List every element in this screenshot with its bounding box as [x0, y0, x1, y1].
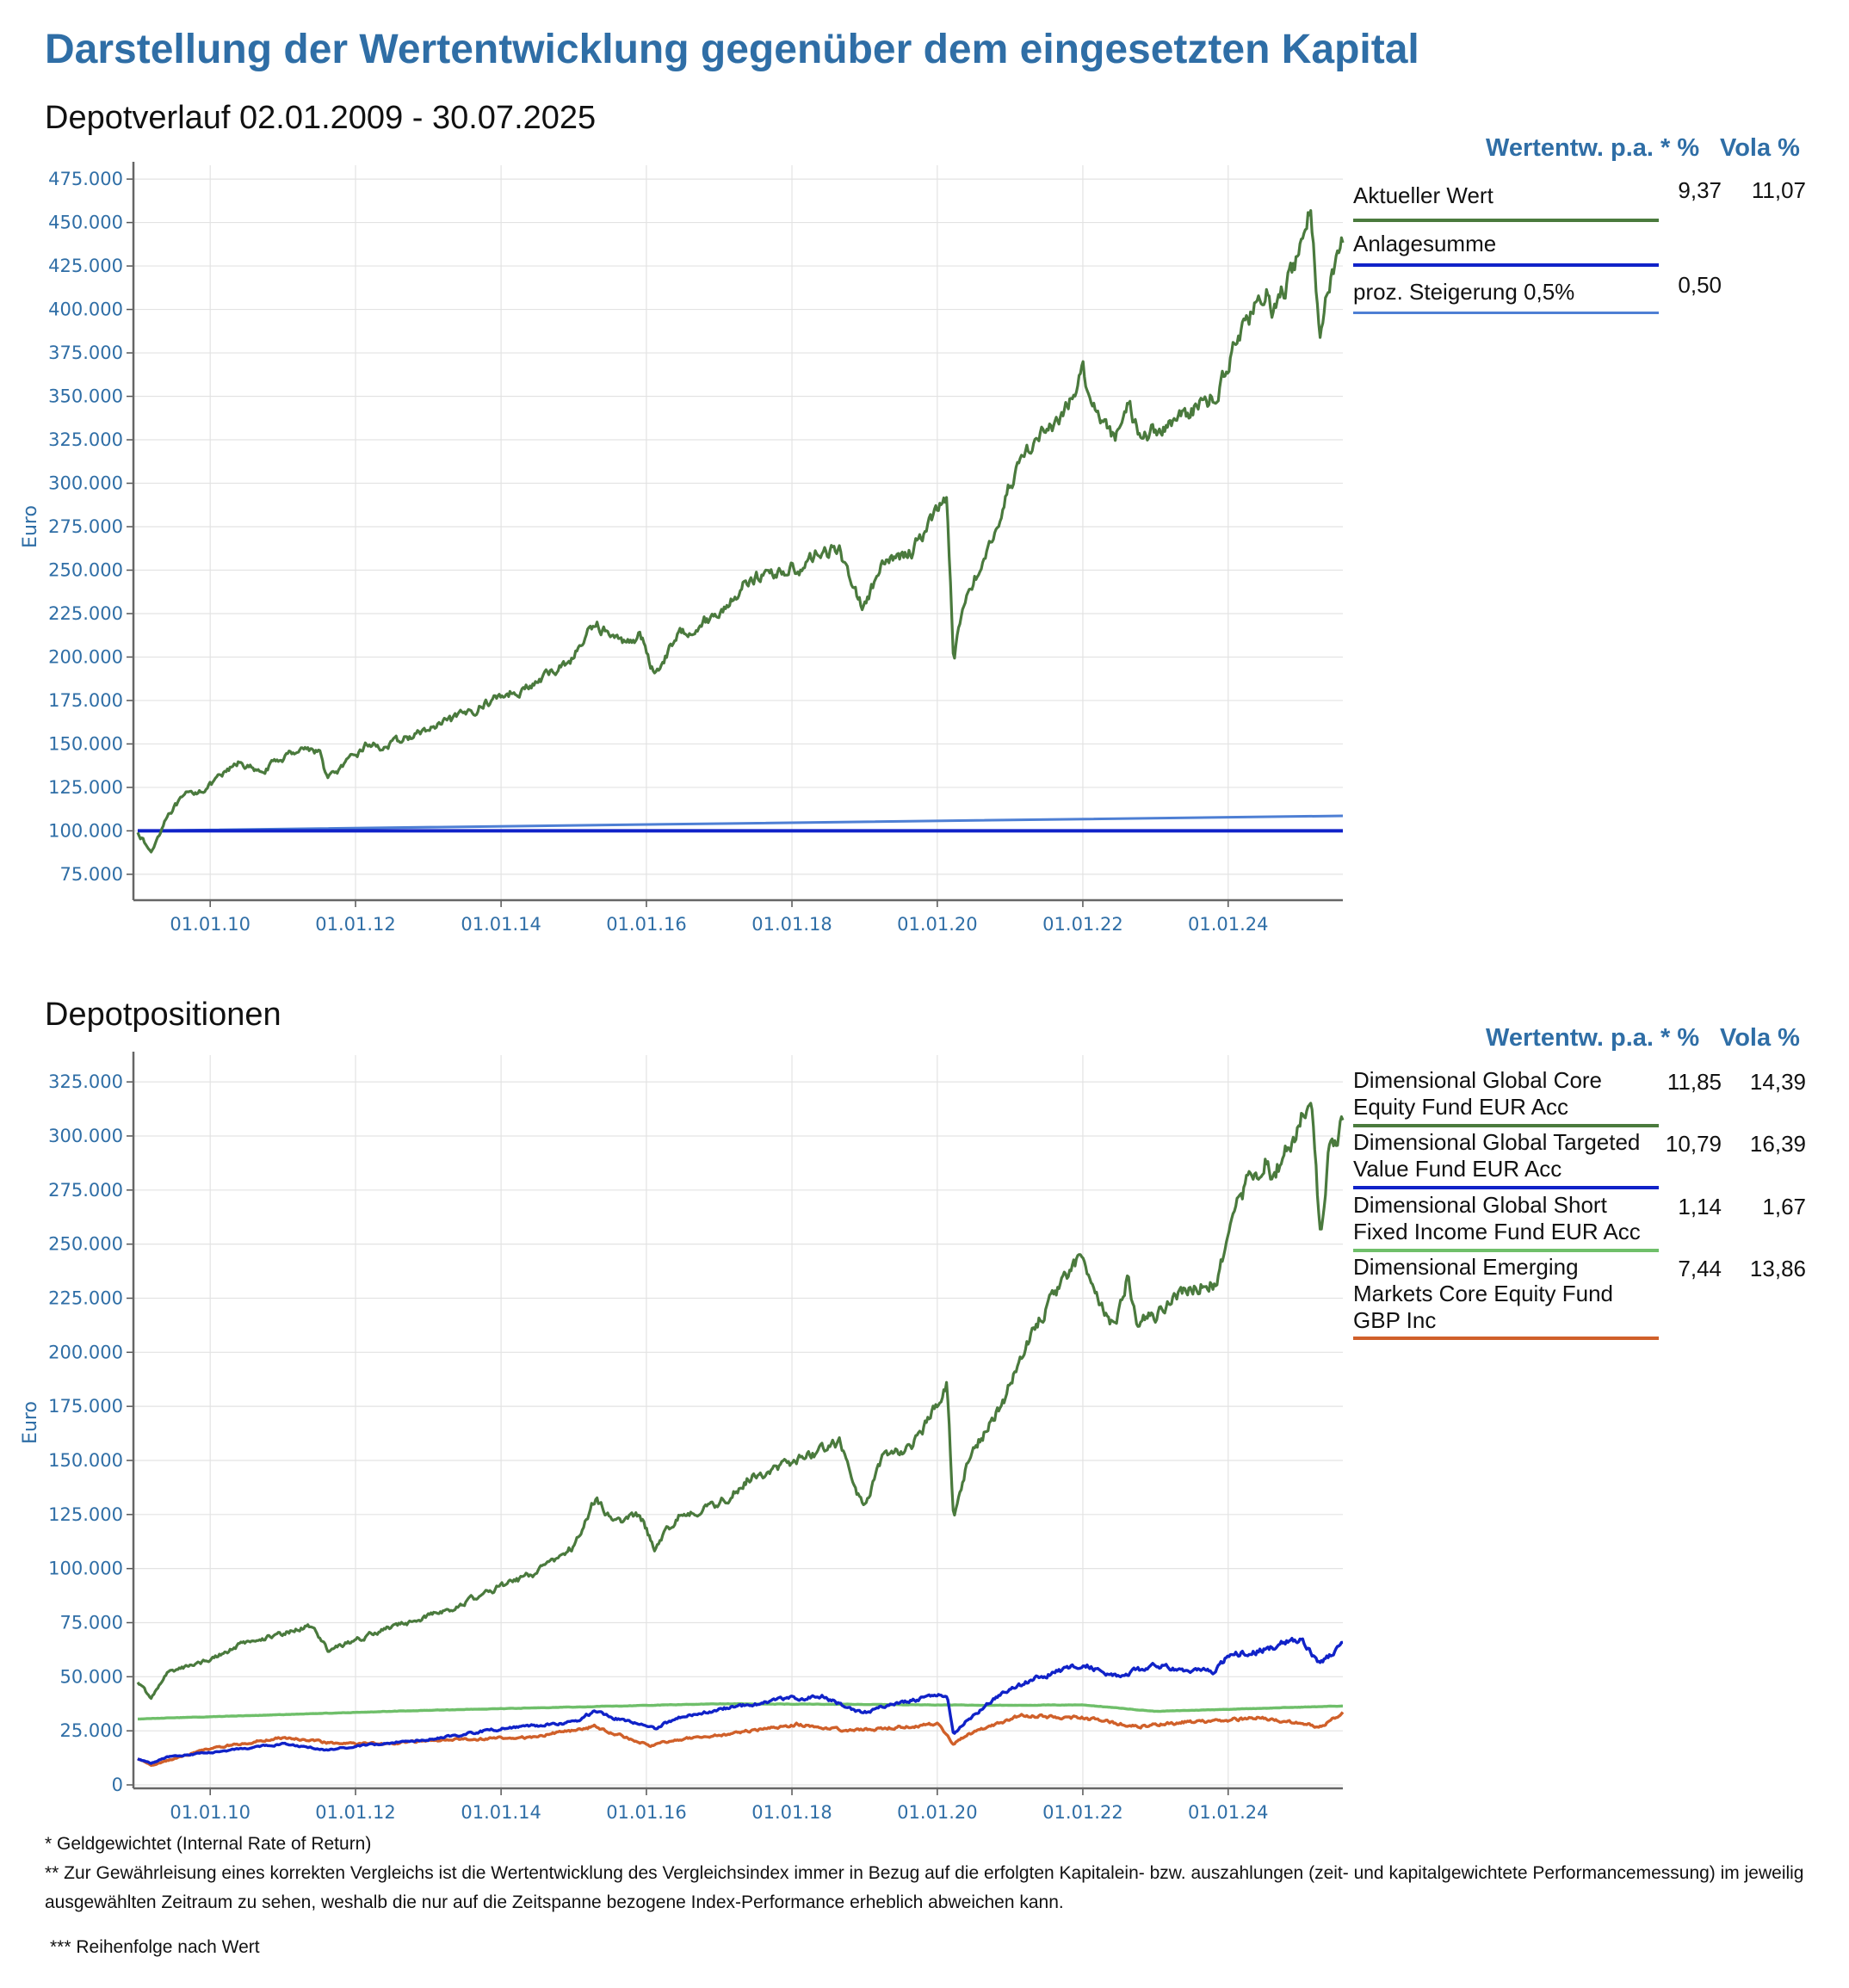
footnote-comparison: ** Zur Gewährleisung eines korrekten Ver… [45, 1863, 1804, 1912]
legend-item-perf: 0,50 [1678, 272, 1722, 298]
legend-item-label: proz. Steigerung 0,5% [1353, 279, 1575, 305]
chart2-tick-label-x: 01.01.18 [751, 1802, 832, 1823]
chart2-tick-label-x: 01.01.16 [606, 1802, 687, 1823]
legend-item-vola: 11,07 [1751, 177, 1806, 203]
legend-item-line [1353, 312, 1659, 314]
chart2-tick-label-y: 175.000 [48, 1396, 123, 1417]
legend-item-line [1353, 219, 1659, 222]
chart1-y-axis-label: Euro [20, 505, 41, 548]
legend-header-perf: Wertentw. p.a. * % [1486, 1024, 1700, 1052]
chart2-series-line-0 [136, 1102, 1345, 1701]
chart1-tick-label-y: 425.000 [48, 256, 123, 276]
legend-item-global-core-equity[interactable]: Dimensional Global Core Equity Fund EUR … [1351, 1067, 1808, 1129]
chart1-tick-label-x: 01.01.18 [751, 914, 832, 935]
chart1-tick-label-y: 325.000 [48, 429, 123, 450]
chart2-tick-label-y: 275.000 [48, 1180, 123, 1201]
chart1-tick-label-y: 450.000 [48, 213, 123, 233]
legend-item-perf: 9,37 [1678, 177, 1722, 203]
chart2-tick-label-y: 150.000 [48, 1450, 123, 1471]
legend-item-emerging-markets[interactable]: Dimensional Emerging Markets Core Equity… [1351, 1254, 1808, 1342]
legend-item-vola: 14,39 [1749, 1069, 1806, 1095]
chart1-tick-label-y: 275.000 [48, 516, 123, 537]
chart2-tick-label-x: 01.01.14 [461, 1802, 541, 1823]
legend-item-line [1353, 1186, 1659, 1189]
legend-item-line [1353, 1337, 1659, 1340]
legend-item-vola: 16,39 [1749, 1131, 1806, 1157]
legend-item-label: Anlagesumme [1353, 231, 1497, 256]
chart1-tick-label-y: 375.000 [48, 343, 123, 363]
chart2-tick-label-y: 75.000 [60, 1612, 123, 1633]
chart1-subtitle: Depotverlauf 02.01.2009 - 30.07.2025 [45, 100, 597, 136]
chart1-tick-label-y: 250.000 [48, 559, 123, 580]
legend-header-perf: Wertentw. p.a. * % [1486, 134, 1700, 162]
chart2-tick-label-y: 25.000 [60, 1720, 123, 1741]
legend-item-label: Dimensional Global Core Equity Fund EUR … [1353, 1067, 1603, 1120]
chart2-tick-label-x: 01.01.20 [897, 1802, 978, 1823]
chart1-tick-label-y: 350.000 [48, 386, 123, 407]
legend-item-label: Dimensional Global Targeted Value Fund E… [1353, 1129, 1641, 1182]
legend-item-perf: 7,44 [1678, 1256, 1722, 1281]
chart2-tick-label-y: 50.000 [60, 1666, 123, 1687]
chart2-series-line-1 [137, 1637, 1344, 1765]
footnote-order: *** Reihenfolge nach Wert [50, 1937, 260, 1957]
legend-header-vola: Vola % [1720, 134, 1800, 162]
chart1-tick-label-x: 01.01.14 [461, 914, 541, 935]
chart1-tick-label-y: 400.000 [48, 299, 123, 320]
legend-item-perf: 11,85 [1667, 1069, 1722, 1095]
chart1-tick-label-y: 225.000 [48, 603, 123, 624]
legend-item-global-targeted-value[interactable]: Dimensional Global Targeted Value Fund E… [1351, 1129, 1808, 1191]
chart1-tick-label-y: 150.000 [48, 733, 123, 754]
chart2-tick-label-x: 01.01.24 [1188, 1802, 1269, 1823]
chart1-tick-label-x: 01.01.22 [1042, 914, 1123, 935]
chart1-tick-label-x: 01.01.12 [315, 914, 396, 935]
legend-item-anlagesumme[interactable]: Anlagesumme [1351, 231, 1808, 279]
chart2-tick-label-y: 300.000 [48, 1126, 123, 1146]
chart1-tick-label-x: 01.01.10 [170, 914, 250, 935]
chart2-series-line-3 [137, 1711, 1345, 1767]
chart2-tick-label-y: 250.000 [48, 1234, 123, 1255]
chart1-tick-label-y: 100.000 [48, 820, 123, 841]
legend-header-vola: Vola % [1720, 1024, 1800, 1052]
chart1-tick-label-y: 125.000 [48, 777, 123, 798]
legend-item-label: Dimensional Emerging Markets Core Equity… [1353, 1254, 1614, 1333]
chart2-tick-label-y: 100.000 [48, 1559, 123, 1579]
legend-item-line [1353, 263, 1659, 267]
footnotes: * Geldgewichtet (Internal Rate of Return… [45, 1830, 1809, 1962]
legend-item-perf: 1,14 [1678, 1194, 1722, 1219]
chart1-tick-label-y: 175.000 [48, 690, 123, 711]
chart1-tick-label-y: 475.000 [48, 169, 123, 189]
chart2-tick-label-y: 200.000 [48, 1342, 123, 1362]
chart2-tick-label-x: 01.01.22 [1042, 1802, 1123, 1823]
legend-item-proz-steigerung[interactable]: proz. Steigerung 0,5% 0,50 [1351, 272, 1808, 327]
legend-item-line [1353, 1124, 1659, 1127]
chart2-tick-label-x: 01.01.12 [315, 1802, 396, 1823]
chart1-series-line-2 [137, 814, 1344, 832]
chart1-tick-label-y: 75.000 [60, 864, 123, 885]
legend-item-vola: 1,67 [1762, 1194, 1806, 1219]
chart1-tick-label-x: 01.01.24 [1188, 914, 1269, 935]
legend-item-vola: 13,86 [1749, 1256, 1806, 1281]
page-title: Darstellung der Wertentwicklung gegenübe… [45, 27, 1419, 72]
chart1-tick-label-x: 01.01.16 [606, 914, 687, 935]
legend-item-global-short-fixed-income[interactable]: Dimensional Global Short Fixed Income Fu… [1351, 1192, 1808, 1254]
chart2-tick-label-y: 225.000 [48, 1287, 123, 1308]
chart2-y-axis-label: Euro [20, 1401, 41, 1444]
chart2-tick-label-y: 325.000 [48, 1071, 123, 1092]
chart1-series-line-0 [136, 209, 1345, 854]
legend-item-aktueller-wert[interactable]: Aktueller Wert 9,37 11,07 [1351, 177, 1808, 231]
chart2-tick-label-y: 125.000 [48, 1504, 123, 1525]
chart1-tick-label-x: 01.01.20 [897, 914, 978, 935]
chart2-section-title: Depotpositionen [45, 997, 281, 1033]
legend-item-line [1353, 1249, 1659, 1252]
chart1-tick-label-y: 300.000 [48, 473, 123, 494]
chart1-tick-label-y: 200.000 [48, 646, 123, 667]
legend-item-label: Dimensional Global Short Fixed Income Fu… [1353, 1192, 1641, 1244]
legend-item-label: Aktueller Wert [1353, 182, 1493, 208]
chart2-tick-label-x: 01.01.10 [170, 1802, 250, 1823]
legend-item-perf: 10,79 [1665, 1131, 1722, 1157]
footnote-irr: * Geldgewichtet (Internal Rate of Return… [45, 1834, 372, 1854]
chart2-tick-label-y: 0 [112, 1775, 123, 1795]
